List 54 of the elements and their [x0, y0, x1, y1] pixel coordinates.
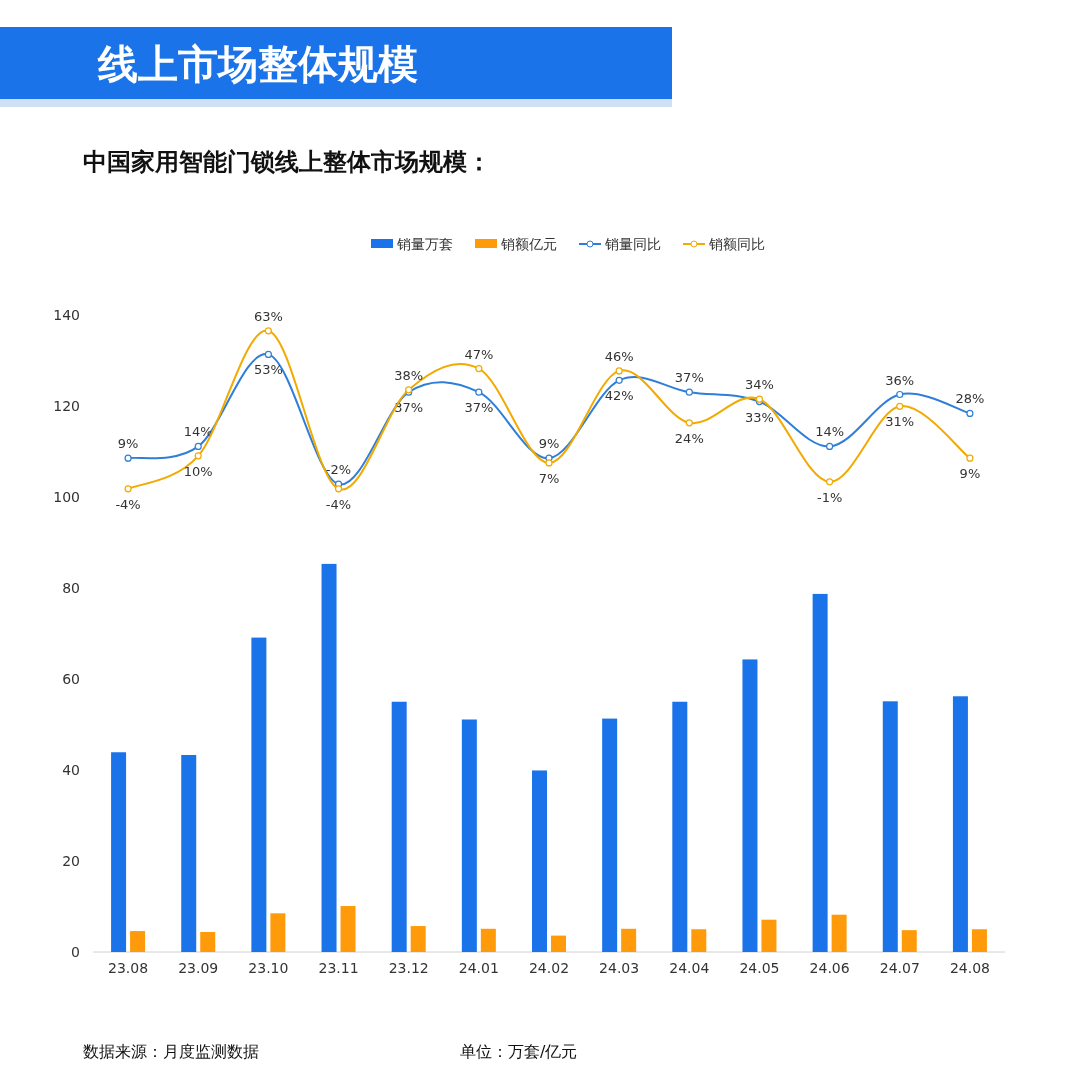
x-tick-label: 24.05: [739, 960, 780, 976]
x-tick-label: 24.02: [528, 960, 570, 976]
legend-label: 销量同比: [604, 236, 661, 252]
data-label: 42%: [604, 388, 634, 404]
data-label: -4%: [115, 496, 141, 512]
data-label: -1%: [816, 489, 843, 505]
y-tick-label: 60: [62, 671, 80, 687]
data-label: 33%: [745, 409, 774, 425]
data-label: 37%: [464, 400, 494, 416]
data-label: 9%: [959, 466, 981, 482]
y-tick-label: 0: [71, 944, 80, 960]
x-tick-label: 24.08: [949, 960, 990, 976]
data-label: 31%: [885, 414, 915, 430]
x-tick-label: 24.06: [809, 960, 850, 976]
data-label: 9%: [117, 436, 139, 452]
legend-label: 销额亿元: [500, 236, 557, 252]
data-label: 10%: [183, 463, 213, 479]
legend-label: 销额同比: [708, 236, 765, 252]
data-label: 28%: [955, 391, 985, 407]
data-label: 53%: [253, 362, 283, 378]
x-tick-label: 23.09: [178, 960, 219, 976]
data-label: 9%: [538, 436, 560, 452]
data-label: 46%: [604, 348, 634, 364]
x-tick-label: 23.11: [318, 960, 359, 976]
data-label: -2%: [325, 462, 352, 478]
x-tick-label: 24.04: [669, 960, 710, 976]
chart-title: 线上市场整体规模: [97, 41, 418, 87]
y-tick-label: 140: [53, 307, 80, 323]
x-tick-label: 24.01: [458, 960, 499, 976]
source-note: 数据来源：月度监测数据: [83, 1042, 259, 1061]
data-label: 63%: [253, 308, 283, 324]
data-label: 24%: [674, 430, 704, 446]
text: 单位：万套/亿元: [460, 1042, 578, 1061]
data-label: 36%: [885, 372, 915, 388]
x-tick-label: 24.07: [879, 960, 920, 976]
data-label: 34%: [745, 377, 774, 393]
data-label: 38%: [394, 367, 424, 383]
x-tick-label: 24.03: [599, 960, 640, 976]
legend-label: 销量万套: [396, 236, 453, 252]
y-tick-label: 100: [53, 489, 80, 505]
data-label: 47%: [464, 346, 494, 362]
y-tick-label: 20: [62, 853, 80, 869]
y-tick-label: 80: [62, 580, 80, 596]
data-label: 14%: [815, 424, 845, 440]
y-tick-label: 40: [62, 762, 80, 778]
x-tick-label: 23.12: [388, 960, 429, 976]
data-label: 7%: [538, 470, 560, 486]
data-label: 37%: [674, 370, 704, 386]
chart-subtitle: 中国家用智能门锁线上整体市场规模：: [83, 148, 491, 176]
data-label: 37%: [394, 400, 424, 416]
data-label: -4%: [325, 496, 352, 512]
y-tick-label: 120: [53, 398, 80, 414]
x-tick-label: 23.10: [248, 960, 289, 976]
x-tick-label: 23.08: [108, 960, 149, 976]
